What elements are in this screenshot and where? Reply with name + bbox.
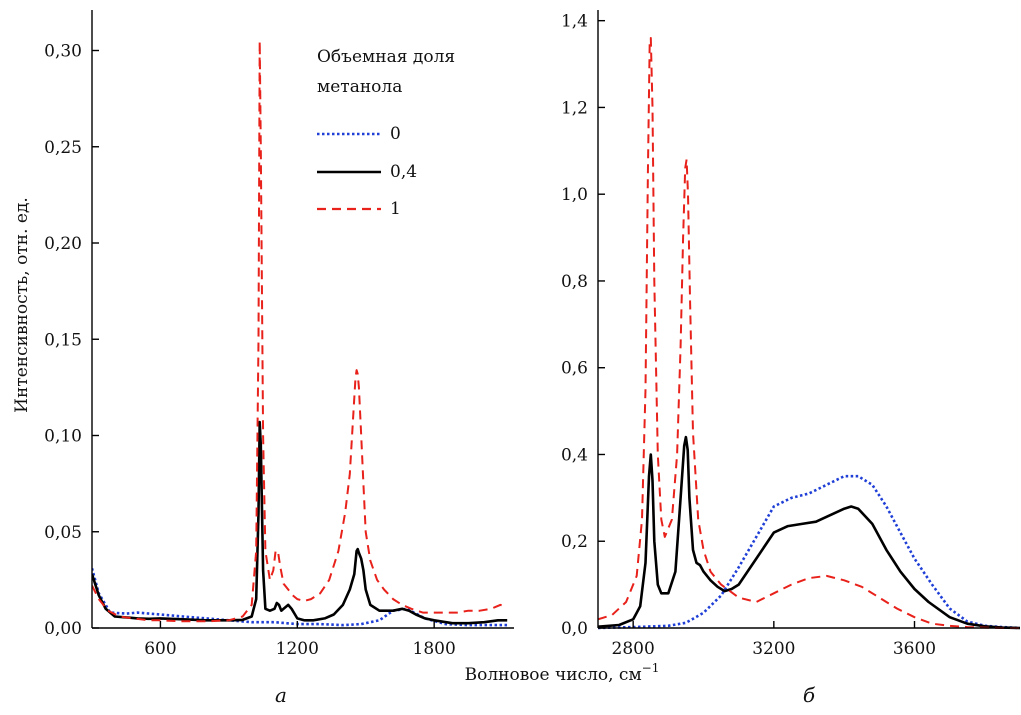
legend-label-2: 1 (390, 199, 401, 219)
panel-b-axes: 0,0 0,2 0,4 0,6 0,8 1,0 1,2 1,4 2800 3200 3600 (561, 10, 1020, 659)
panel-a-y-tick-label: 0,10 (44, 427, 82, 447)
panel-a-series-1-line (92, 420, 508, 625)
legend: Объемная доля метанола 0 0,4 1 (317, 47, 455, 219)
panel-a-y-tick-label: 0,30 (44, 42, 82, 62)
panel-label-a: а (275, 683, 287, 707)
panel-b-y-tick-label: 1,0 (561, 185, 588, 205)
x-axis-label-text: Волновое число, см (465, 665, 642, 685)
panel-b-y-tick-label: 0,8 (561, 272, 588, 292)
legend-label-0: 0 (390, 124, 401, 144)
panel-b-x-tick-label: 3200 (752, 639, 795, 659)
panel-a-y-tick-label: 0,20 (44, 234, 82, 254)
panel-b: 0,0 0,2 0,4 0,6 0,8 1,0 1,2 1,4 2800 3200 3600 б (561, 10, 1020, 707)
panel-a-y-tick-label: 0,00 (44, 619, 82, 639)
panel-a-axes: 0,00 0,05 0,10 0,15 0,20 0,25 0,30 600 1200 1800 (44, 10, 514, 659)
panel-b-y-tick-label: 1,4 (561, 12, 588, 32)
panel-b-y-tick-label: 0,6 (561, 359, 588, 379)
panel-a-series-2-line (92, 39, 508, 623)
panel-b-series-layer (598, 37, 1020, 630)
panel-a-series-0-line (92, 567, 508, 627)
panel-b-y-tick-label: 0,4 (561, 445, 588, 465)
panel-a-y-tick-label: 0,05 (44, 523, 82, 543)
panel-b-series-0-line (598, 474, 1020, 630)
panel-label-b: б (803, 683, 816, 707)
panel-b-series-2-line (598, 37, 1020, 629)
legend-label-1: 0,4 (390, 162, 417, 182)
panel-a-series-layer (92, 39, 508, 627)
panel-a-x-tick-label: 600 (144, 639, 176, 659)
panel-a-y-tick-label: 0,15 (44, 330, 82, 350)
legend-title-line2: метанола (317, 77, 402, 97)
panel-b-y-tick-label: 0,2 (561, 532, 588, 552)
panel-a-x-tick-label: 1800 (413, 639, 456, 659)
legend-title-line1: Объемная доля (317, 47, 455, 67)
panel-b-series-1-line (598, 435, 1020, 630)
panel-b-x-tick-label: 2800 (612, 639, 655, 659)
x-axis-label: Волновое число, см−1 (465, 661, 660, 685)
panel-a-y-tick-label: 0,25 (44, 138, 82, 158)
panel-b-y-tick-label: 0,0 (561, 619, 588, 639)
panel-a-x-tick-label: 1200 (276, 639, 319, 659)
x-axis-label-unit-exponent: −1 (642, 661, 660, 675)
panel-b-y-tick-label: 1,2 (561, 98, 588, 118)
y-axis-label: Интенсивность, отн. ед. (12, 197, 32, 413)
panel-b-x-tick-label: 3600 (893, 639, 936, 659)
